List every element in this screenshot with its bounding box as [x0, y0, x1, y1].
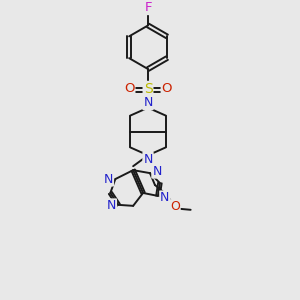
Text: F: F — [144, 1, 152, 14]
Text: S: S — [144, 82, 152, 96]
Text: N: N — [143, 153, 153, 166]
Text: O: O — [162, 82, 172, 95]
Text: N: N — [143, 96, 153, 109]
Text: N: N — [160, 191, 170, 204]
Text: N: N — [104, 172, 113, 186]
Text: O: O — [170, 200, 180, 213]
Text: N: N — [152, 165, 162, 178]
Text: N: N — [107, 199, 116, 212]
Text: O: O — [124, 82, 134, 95]
